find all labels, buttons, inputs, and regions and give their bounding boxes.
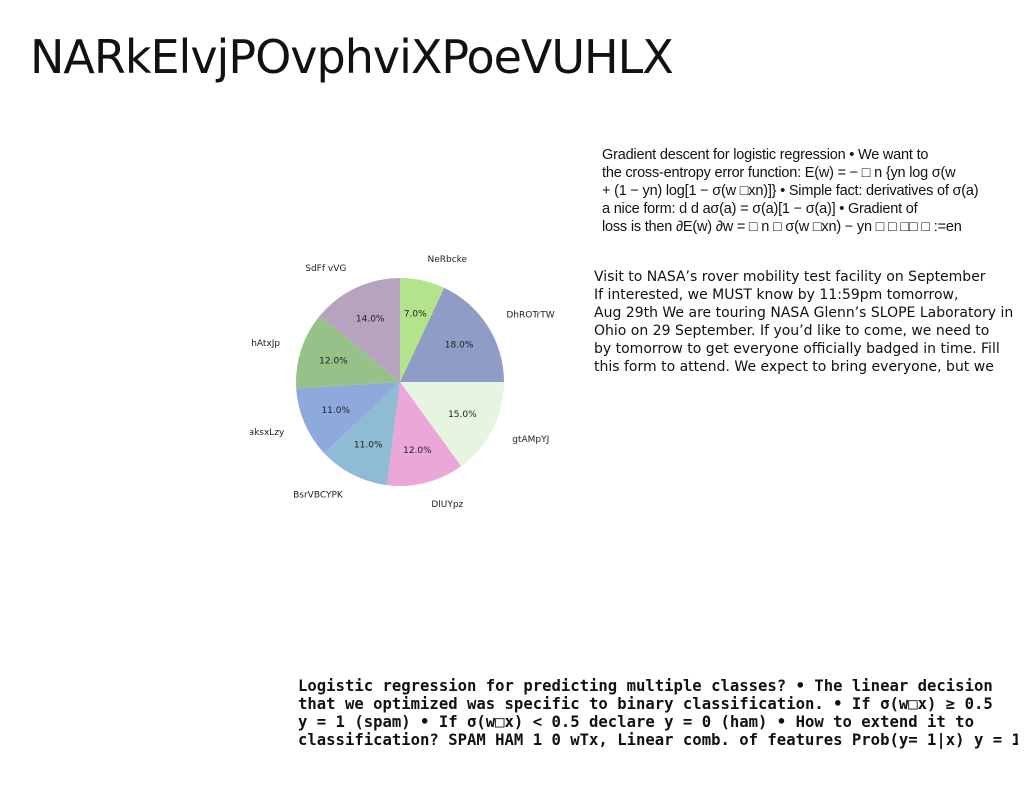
pie-pct-label: 12.0% [403, 446, 432, 456]
page-title: NARkElvjPOvphviXPoeVUHLX [30, 30, 674, 84]
text-line: + (1 − yn) log[1 − σ(w □xn)]} • Simple f… [602, 183, 979, 199]
text-line: by tomorrow to get everyone officially b… [594, 341, 1000, 357]
pie-slice-hatxjp [296, 315, 400, 389]
logistic-regression-text: Logistic regression for predicting multi… [298, 677, 1018, 749]
pie-category-label: gtAMpYJ [512, 435, 549, 445]
pie-chart: 7.0% NeRbcke 18.0% DhROTrTW 15.0% gtAMpYJ 12.0… [250, 238, 560, 528]
text-line: classification? SPAM HAM 1 0 wTx, Linear… [298, 731, 1018, 749]
pie-slice-gtampyj [400, 382, 504, 467]
pie-pct-label: 11.0% [321, 406, 350, 416]
text-line: If interested, we MUST know by 11:59pm t… [594, 287, 959, 303]
pie-chart-svg: 7.0% NeRbcke 18.0% DhROTrTW 15.0% gtAMpYJ 12.0… [250, 255, 555, 510]
text-line: Visit to NASA’s rover mobility test faci… [594, 269, 986, 285]
text-line: this form to attend. We expect to bring … [594, 359, 994, 375]
text-line: a nice form: d d aσ(a) = σ(a)[1 − σ(a)] … [602, 201, 918, 217]
text-line: Logistic regression for predicting multi… [298, 677, 993, 695]
pie-slice-dhrotrtw [400, 287, 504, 382]
pie-slice-nerbcke [400, 278, 445, 382]
pie-slice-bsrvbcypk [324, 382, 400, 486]
pie-category-label: DhROTrTW [506, 310, 554, 320]
text-line: Aug 29th We are touring NASA Glenn’s SLO… [594, 305, 1014, 321]
pie-pct-label: 14.0% [356, 315, 385, 325]
pie-pct-label: 11.0% [354, 440, 383, 450]
pie-pct-label: 12.0% [319, 356, 348, 366]
pie-pct-label: 18.0% [445, 340, 474, 350]
pie-category-label: NeRbcke [427, 255, 467, 265]
text-line: Gradient descent for logistic regression… [602, 147, 929, 163]
nasa-visit-text: Visit to NASA’s rover mobility test faci… [594, 268, 1024, 376]
gradient-descent-text: Gradient descent for logistic regression… [602, 146, 1024, 236]
pie-slice-iaksxlzy [296, 382, 400, 454]
text-line: the cross-entropy error function: E(w) =… [602, 165, 956, 181]
text-line: loss is then ∂E(w) ∂w = □ n □ σ(w □xn) −… [602, 219, 962, 235]
pie-pct-label: 7.0% [404, 310, 427, 320]
pie-category-label: iaksxLzy [250, 428, 285, 438]
pie-category-label: SdFf vVG [305, 264, 346, 274]
pie-category-label: DlUYpz [431, 500, 463, 510]
text-line: Ohio on 29 September. If you’d like to c… [594, 323, 990, 339]
pie-category-label: hAtxJp [251, 339, 280, 349]
text-line: y = 1 (spam) • If σ(w□x) < 0.5 declare y… [298, 713, 974, 731]
pie-slice-dluypz [386, 382, 462, 487]
pie-category-label: BsrVBCYPK [293, 490, 344, 500]
pie-slice-sdff-vvg [319, 278, 400, 382]
pie-pct-label: 15.0% [448, 410, 477, 420]
text-line: that we optimized was specific to binary… [298, 695, 993, 713]
